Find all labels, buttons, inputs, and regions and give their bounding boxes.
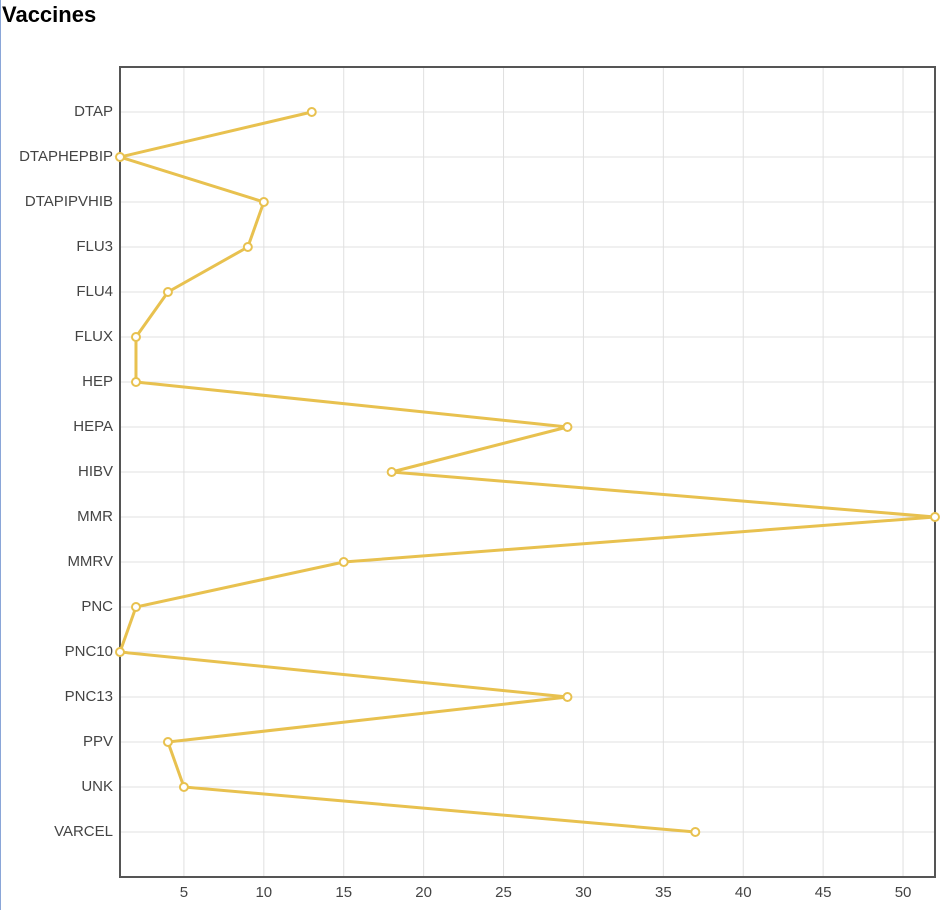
point [258,197,269,207]
point [162,287,173,297]
x-tick-label: 45 [815,884,832,901]
y-tick-label: VARCEL [54,823,113,840]
point [130,332,141,342]
point [115,647,125,657]
point [162,737,173,747]
y-tick-label: PPV [83,733,113,750]
x-tick-label: 30 [575,884,592,901]
point [242,242,253,252]
point [562,692,573,702]
y-tick-label: MMR [77,508,113,525]
x-tick-label: 5 [180,884,188,901]
point [386,467,397,477]
plot-frame [119,66,936,878]
y-tick-label: HIBV [78,463,113,480]
x-tick-label: 25 [495,884,512,901]
point [178,782,189,792]
y-tick-label: MMRV [67,553,113,570]
point [338,557,349,567]
x-tick-label: 40 [735,884,752,901]
point [562,422,573,432]
chart-title: Vaccines [2,2,96,27]
y-tick-label: FLU4 [76,283,113,300]
y-tick-label: PNC [81,598,113,615]
x-tick-label: 35 [655,884,672,901]
point [115,152,125,162]
y-tick-label: PNC13 [65,688,113,705]
y-tick-label: HEP [82,373,113,390]
point [930,512,940,522]
y-tick-label: UNK [81,778,113,795]
point [306,107,317,117]
x-tick-label: 10 [255,884,272,901]
y-tick-label: DTAP [74,103,113,120]
y-tick-label: FLU3 [76,238,113,255]
x-tick-label: 50 [895,884,912,901]
point [690,827,701,837]
y-tick-label: FLUX [75,328,113,345]
y-tick-label: PNC10 [65,643,113,660]
x-tick-label: 15 [335,884,352,901]
y-tick-label: DTAPIPVHIB [25,193,113,210]
x-tick-label: 20 [415,884,432,901]
y-tick-label: HEPA [73,418,113,435]
point [130,602,141,612]
y-tick-label: DTAPHEPBIP [19,148,113,165]
point [130,377,141,387]
